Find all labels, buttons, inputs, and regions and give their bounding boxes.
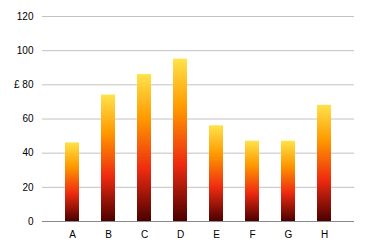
svg-text:£ 80: £ 80 bbox=[14, 79, 34, 90]
svg-text:F: F bbox=[249, 229, 255, 240]
svg-text:C: C bbox=[141, 229, 148, 240]
svg-text:60: 60 bbox=[22, 113, 34, 124]
svg-text:0: 0 bbox=[28, 216, 34, 227]
svg-text:120: 120 bbox=[17, 11, 34, 22]
svg-text:20: 20 bbox=[22, 182, 34, 193]
svg-text:E: E bbox=[213, 229, 220, 240]
svg-text:B: B bbox=[105, 229, 112, 240]
svg-text:D: D bbox=[177, 229, 184, 240]
svg-text:G: G bbox=[285, 229, 293, 240]
svg-text:A: A bbox=[69, 229, 76, 240]
svg-text:H: H bbox=[321, 229, 328, 240]
svg-text:40: 40 bbox=[22, 147, 34, 158]
svg-text:100: 100 bbox=[17, 45, 34, 56]
